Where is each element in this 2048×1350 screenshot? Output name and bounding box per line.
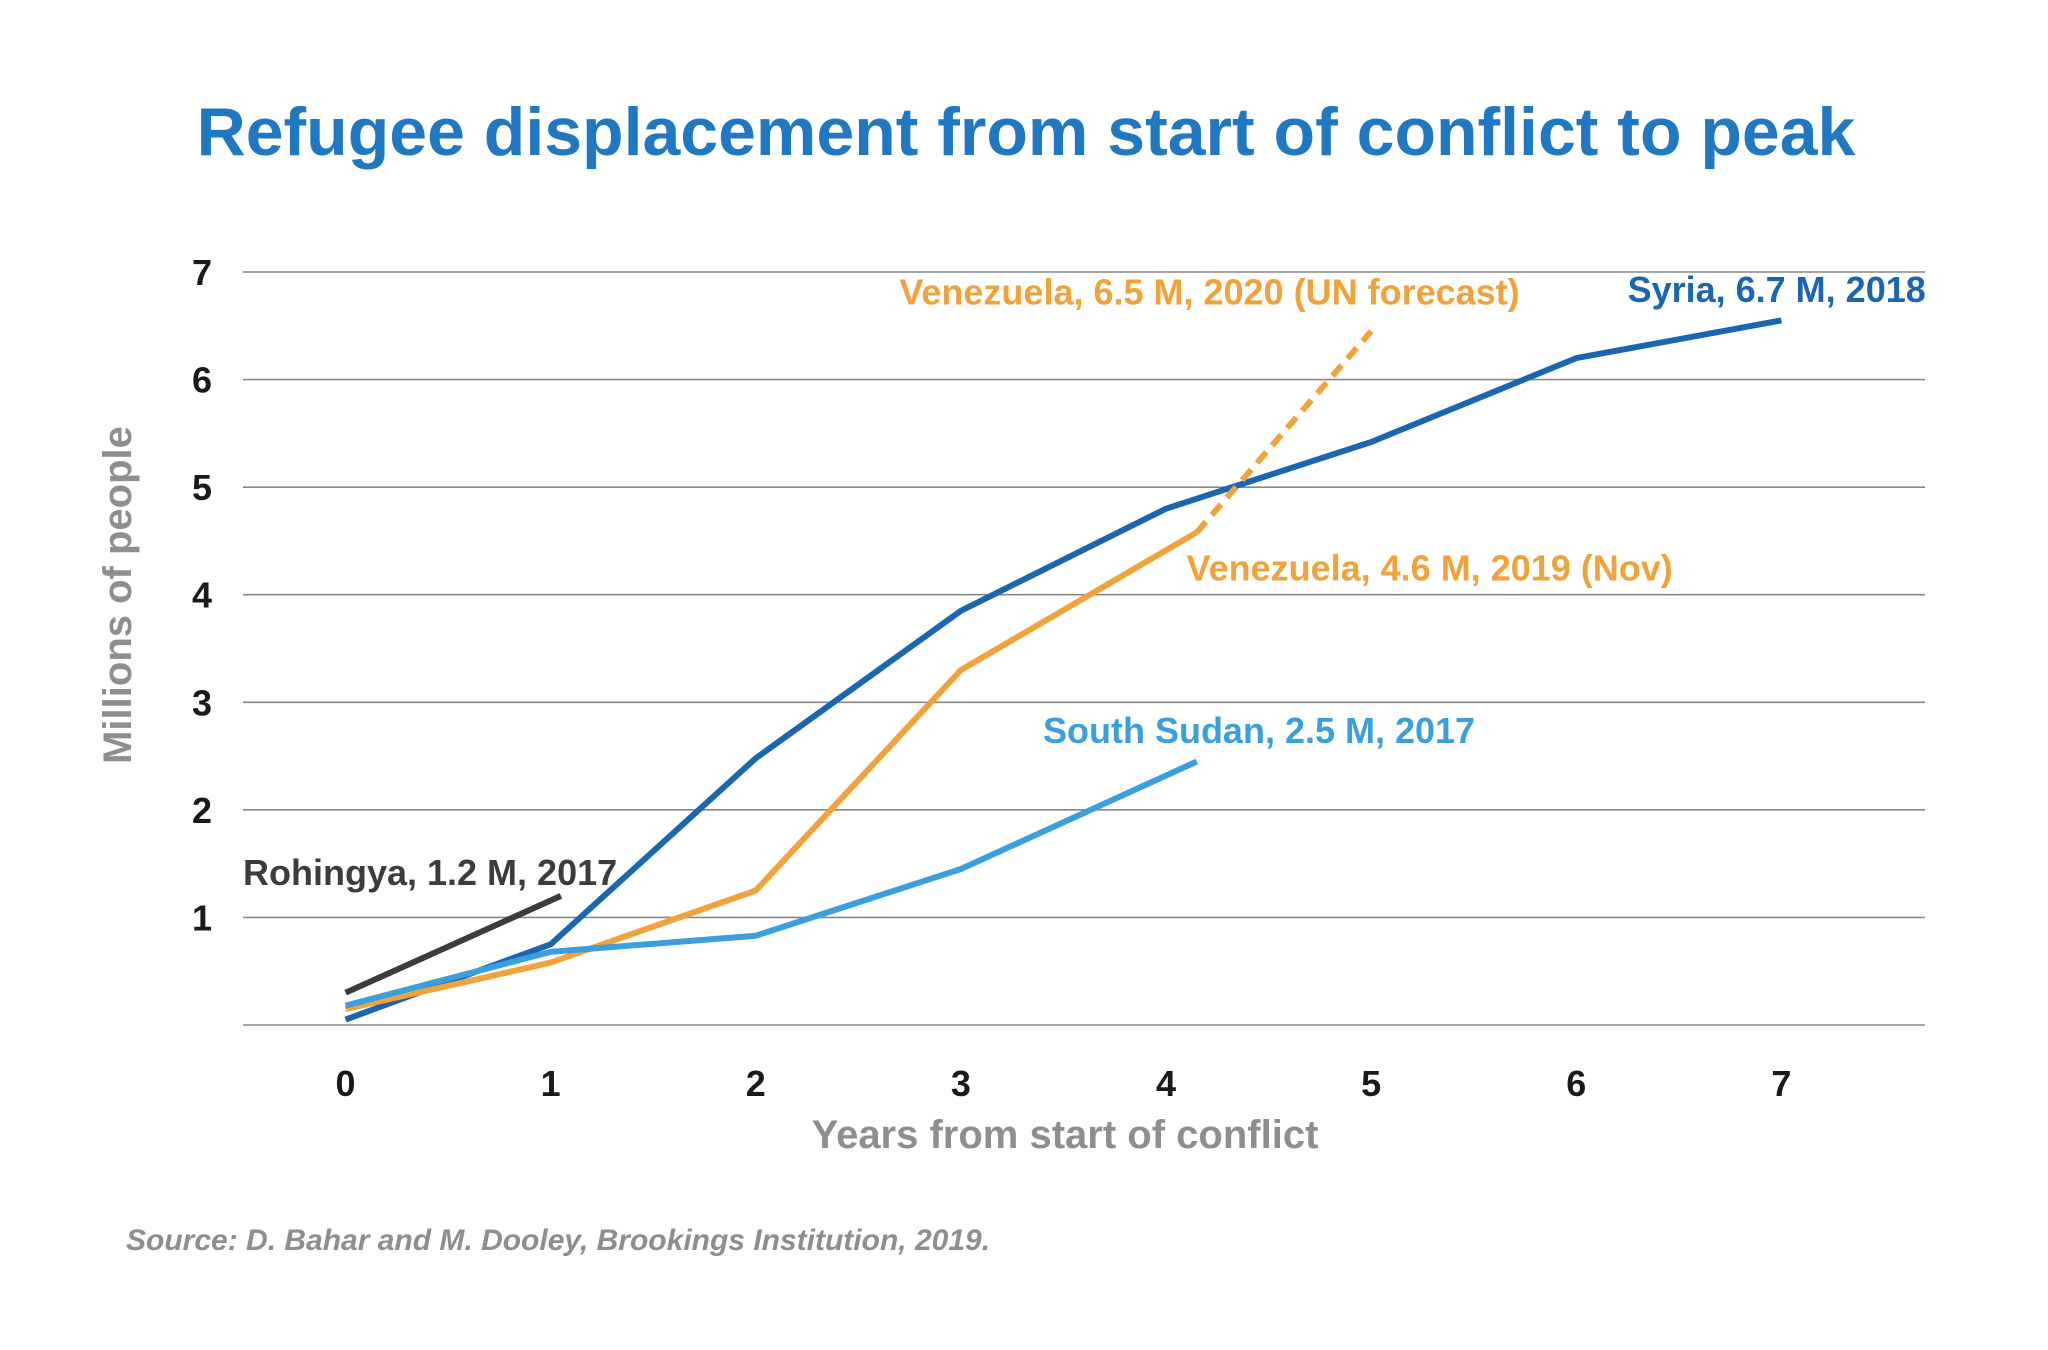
series-line-venezuela-forecast <box>1194 329 1374 535</box>
x-tick-label-5: 5 <box>1361 1063 1381 1104</box>
series-lines <box>344 317 1782 1023</box>
y-tick-label-6: 6 <box>192 360 212 401</box>
x-tick-label-7: 7 <box>1771 1063 1791 1104</box>
y-tick-label-7: 7 <box>192 252 212 293</box>
series-line-syria <box>344 317 1782 1023</box>
y-tick-label-3: 3 <box>192 682 212 723</box>
series-annotation-3: South Sudan, 2.5 M, 2017 <box>1043 710 1475 751</box>
x-tick-label-3: 3 <box>951 1063 971 1104</box>
x-tick-label-0: 0 <box>336 1063 356 1104</box>
x-tick-label-1: 1 <box>541 1063 561 1104</box>
y-axis-ticks: 1 2 3 4 5 6 7 <box>192 252 212 938</box>
x-tick-label-2: 2 <box>746 1063 766 1104</box>
series-annotation-0: Venezuela, 6.5 M, 2020 (UN forecast) <box>899 271 1519 312</box>
x-axis-ticks: 0 1 2 3 4 5 6 7 <box>336 1063 1792 1104</box>
series-line-south-sudan <box>344 758 1199 1009</box>
grid-lines <box>243 271 1925 1026</box>
source-note: Source: D. Bahar and M. Dooley, Brooking… <box>126 1224 990 1257</box>
x-tick-label-6: 6 <box>1566 1063 1586 1104</box>
series-line-rohingya <box>344 893 563 996</box>
x-tick-label-4: 4 <box>1156 1063 1176 1104</box>
y-tick-label-4: 4 <box>192 575 212 616</box>
series-annotation-2: Venezuela, 4.6 M, 2019 (Nov) <box>1187 548 1673 589</box>
x-axis-title: Years from start of conflict <box>812 1113 1319 1157</box>
y-tick-label-5: 5 <box>192 467 212 508</box>
series-annotations: Venezuela, 6.5 M, 2020 (UN forecast) Syri… <box>243 269 1926 893</box>
chart-title: Refugee displacement from start of confl… <box>197 94 1856 170</box>
y-tick-label-2: 2 <box>192 790 212 831</box>
y-axis-title: Millions of people <box>96 426 140 764</box>
series-annotation-4: Rohingya, 1.2 M, 2017 <box>243 852 617 893</box>
series-annotation-1: Syria, 6.7 M, 2018 <box>1628 269 1926 310</box>
series-line-venezuela <box>344 529 1199 1012</box>
y-tick-label-1: 1 <box>192 897 212 938</box>
